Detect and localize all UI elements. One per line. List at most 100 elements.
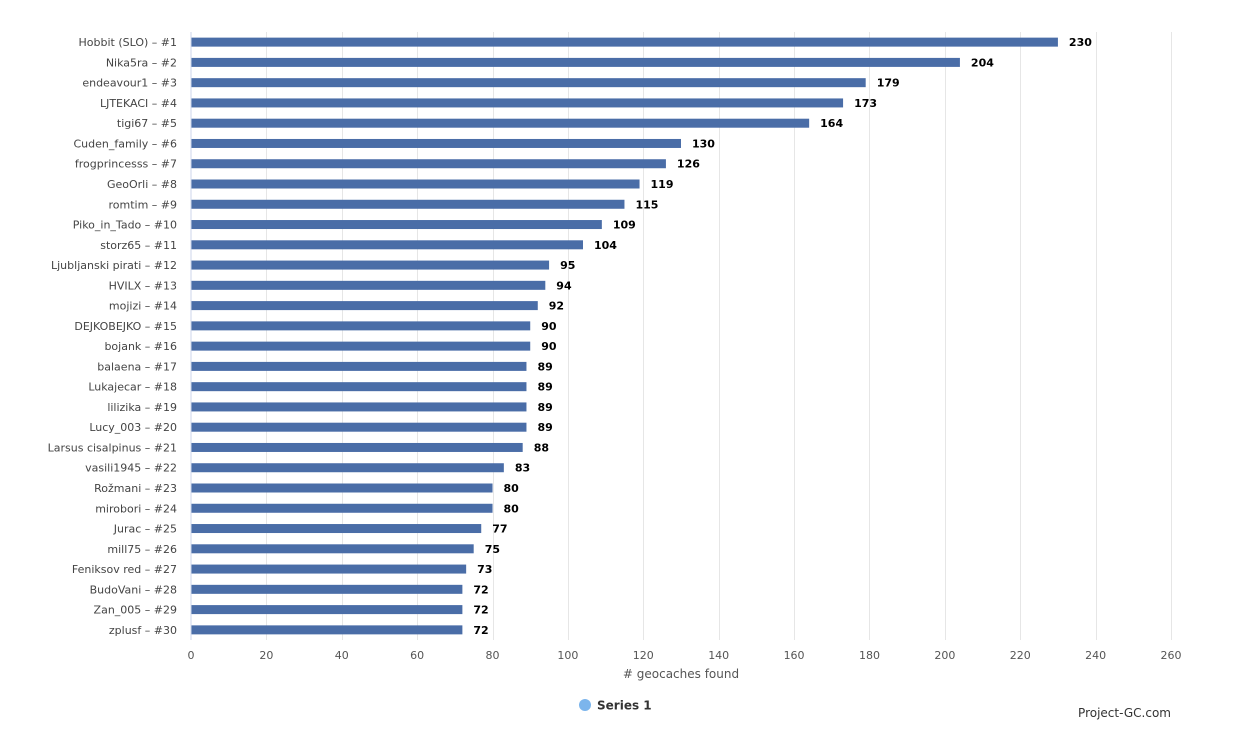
data-label: 80 (504, 482, 520, 495)
bar[interactable] (191, 98, 844, 108)
data-label: 130 (692, 137, 715, 150)
data-label: 173 (854, 97, 877, 110)
x-axis-title: # geocaches found (623, 667, 739, 681)
legend-marker (579, 699, 591, 711)
category-label: Ljubljanski pirati – #12 (51, 259, 177, 272)
category-label: Feniksov red – #27 (72, 563, 177, 576)
bar[interactable] (191, 503, 493, 513)
bar[interactable] (191, 341, 531, 351)
category-label: BudoVani – #28 (90, 583, 177, 596)
bar[interactable] (191, 240, 583, 250)
category-label: balaena – #17 (97, 360, 177, 373)
bar[interactable] (191, 118, 810, 128)
legend-label: Series 1 (597, 699, 652, 713)
data-label: 109 (613, 219, 636, 232)
data-label: 88 (534, 441, 549, 454)
x-tick-label: 260 (1161, 649, 1182, 662)
data-label: 75 (485, 543, 500, 556)
category-label: Lucy_003 – #20 (89, 421, 177, 434)
data-label: 230 (1069, 36, 1092, 49)
data-label: 92 (549, 300, 564, 313)
bar[interactable] (191, 159, 666, 169)
category-label: mirobori – #24 (95, 502, 177, 515)
bar[interactable] (191, 280, 546, 290)
data-label: 95 (560, 259, 575, 272)
data-label: 89 (537, 421, 552, 434)
data-label: 164 (820, 117, 843, 130)
data-label: 89 (537, 360, 552, 373)
grid-lines (266, 32, 1172, 640)
data-label: 72 (473, 604, 488, 617)
category-label: Jurac – #25 (113, 523, 177, 536)
bar[interactable] (191, 260, 550, 270)
bar[interactable] (191, 483, 493, 493)
bar[interactable] (191, 220, 602, 230)
category-label: Larsus cisalpinus – #21 (48, 441, 177, 454)
x-tick-label: 240 (1085, 649, 1106, 662)
category-label: vasili1945 – #22 (85, 462, 177, 475)
bar[interactable] (191, 321, 531, 331)
x-tick-label: 40 (335, 649, 349, 662)
data-label: 73 (477, 563, 492, 576)
x-tick-label: 100 (557, 649, 578, 662)
category-label: Lukajecar – #18 (88, 381, 177, 394)
bar[interactable] (191, 564, 467, 574)
data-label: 89 (537, 381, 552, 394)
bar[interactable] (191, 199, 625, 209)
bar[interactable] (191, 301, 538, 311)
x-tick-label: 160 (784, 649, 805, 662)
bar[interactable] (191, 442, 523, 452)
category-label: GeoOrli – #8 (107, 178, 177, 191)
category-labels: Hobbit (SLO) – #1 Nika5ra – #2 endeavour1 … (48, 36, 177, 637)
bar[interactable] (191, 605, 463, 615)
category-label: frogprincesss – #7 (75, 158, 177, 171)
data-label: 104 (594, 239, 617, 252)
bar[interactable] (191, 361, 527, 371)
category-label: tigi67 – #5 (117, 117, 177, 130)
category-label: lilizika – #19 (107, 401, 177, 414)
category-label: bojank – #16 (104, 340, 177, 353)
data-label: 80 (504, 502, 520, 515)
data-label: 77 (492, 523, 507, 536)
x-tick-label: 180 (859, 649, 880, 662)
category-label: LJTEKACI – #4 (100, 97, 177, 110)
x-tick-label: 200 (934, 649, 955, 662)
bar[interactable] (191, 584, 463, 594)
data-label: 72 (473, 624, 488, 637)
bars[interactable] (191, 37, 1058, 635)
x-tick-label: 0 (188, 649, 195, 662)
bar[interactable] (191, 78, 866, 88)
credits-link[interactable]: Project-GC.com (1078, 706, 1171, 720)
x-tick-label: 20 (259, 649, 273, 662)
data-label: 119 (651, 178, 674, 191)
category-label: endeavour1 – #3 (82, 77, 177, 90)
bar[interactable] (191, 422, 527, 432)
bar[interactable] (191, 544, 474, 554)
x-tick-label: 220 (1010, 649, 1031, 662)
bar[interactable] (191, 179, 640, 189)
data-label: 89 (537, 401, 552, 414)
data-label: 94 (556, 279, 572, 292)
bar[interactable] (191, 382, 527, 392)
category-label: storz65 – #11 (100, 239, 177, 252)
category-label: romtim – #9 (108, 198, 177, 211)
x-tick-label: 140 (708, 649, 729, 662)
bar[interactable] (191, 37, 1058, 47)
legend-item-series-1[interactable]: Series 1 (579, 699, 652, 713)
x-tick-label: 120 (633, 649, 654, 662)
category-label: Zan_005 – #29 (94, 604, 177, 617)
bar[interactable] (191, 57, 960, 67)
data-label: 204 (971, 56, 994, 69)
bar[interactable] (191, 402, 527, 412)
bar[interactable] (191, 524, 482, 534)
bar[interactable] (191, 625, 463, 635)
category-label: mojizi – #14 (109, 300, 177, 313)
category-label: zplusf – #30 (109, 624, 177, 637)
category-label: mill75 – #26 (107, 543, 177, 556)
bar[interactable] (191, 463, 504, 473)
data-label: 126 (677, 158, 700, 171)
data-label: 115 (635, 198, 658, 211)
bar[interactable] (191, 138, 681, 148)
